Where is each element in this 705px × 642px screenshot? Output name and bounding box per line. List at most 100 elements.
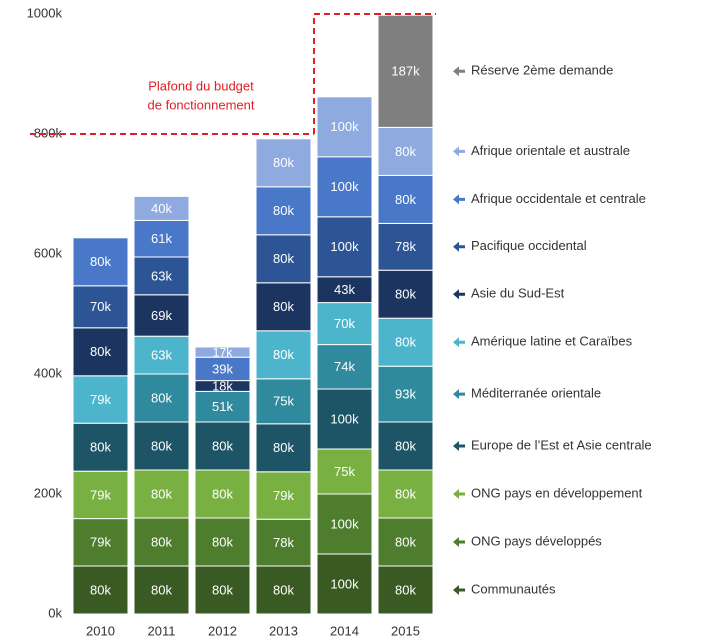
data-label: 80k (212, 582, 233, 597)
bar-segment (377, 517, 434, 567)
x-tick-label: 2011 (148, 623, 176, 638)
bar-segment (72, 518, 129, 567)
legend-label: Méditerranée orientale (471, 386, 601, 401)
bar-segment (133, 195, 190, 221)
bar-segment (255, 378, 312, 425)
data-label: 75k (273, 394, 294, 409)
data-label: 80k (395, 582, 416, 597)
y-tick-label: 800k (34, 125, 63, 140)
data-label: 63k (151, 348, 172, 363)
y-tick-label: 400k (34, 365, 63, 380)
bar-segment (377, 269, 434, 319)
x-tick-label: 2010 (86, 623, 115, 638)
data-label: 80k (151, 486, 172, 501)
bar-segment (377, 365, 434, 423)
data-label: 69k (151, 308, 172, 323)
bar-segment (72, 375, 129, 424)
data-label: 70k (90, 299, 111, 314)
legend-arrow (453, 241, 465, 252)
legend-arrow (453, 289, 465, 300)
data-label: 80k (90, 582, 111, 597)
legend-label: Europe de l’Est et Asie centrale (471, 437, 652, 452)
data-label: 79k (273, 488, 294, 503)
annotation: Plafond du budget (148, 78, 254, 93)
bar-segment (255, 565, 312, 615)
bar-segment (133, 469, 190, 519)
bar-segment (133, 517, 190, 567)
data-label: 80k (151, 582, 172, 597)
data-label: 100k (330, 411, 359, 426)
bar-segment (377, 222, 434, 271)
data-label: 79k (90, 392, 111, 407)
legend-arrow (453, 585, 465, 595)
legend-label: ONG pays développés (471, 533, 602, 548)
x-tick-label: 2014 (330, 623, 359, 638)
data-label: 100k (330, 516, 359, 531)
x-tick-label: 2012 (208, 623, 237, 638)
bar-segment (133, 373, 190, 423)
bar-segment (255, 423, 312, 473)
legend-arrow (453, 489, 465, 499)
data-label: 70k (334, 316, 355, 331)
bar-segment (194, 565, 251, 615)
data-label: 80k (273, 299, 294, 314)
annotation: de fonctionnement (148, 97, 255, 112)
data-label: 80k (212, 534, 233, 549)
bar-segment (316, 344, 373, 390)
data-label: 79k (90, 487, 111, 502)
data-label: 78k (395, 239, 416, 254)
bar-segment (194, 469, 251, 519)
data-label: 100k (330, 119, 359, 134)
data-label: 43k (334, 282, 355, 297)
y-tick-label: 0k (48, 605, 62, 620)
data-label: 100k (330, 179, 359, 194)
data-label: 80k (90, 344, 111, 359)
bar-segment (377, 421, 434, 471)
bar-segment (316, 302, 373, 346)
data-label: 80k (151, 390, 172, 405)
bar-segment (377, 126, 434, 176)
bar-segment (133, 335, 190, 375)
bar-segment (72, 285, 129, 329)
legend-arrow (453, 389, 465, 400)
bar-segment (133, 565, 190, 615)
data-label: 80k (273, 440, 294, 455)
data-label: 75k (334, 464, 355, 479)
bar-segment (72, 470, 129, 520)
bar-segment (133, 256, 190, 296)
data-label: 78k (273, 535, 294, 550)
data-label: 80k (273, 582, 294, 597)
bar-segment (72, 237, 129, 287)
data-label: 80k (395, 438, 416, 453)
y-tick-label: 1000k (27, 5, 63, 20)
bar-segment (377, 174, 434, 224)
bar-segment (316, 216, 373, 278)
data-label: 80k (212, 438, 233, 453)
bar-segment (255, 471, 312, 520)
data-label: 61k (151, 231, 172, 246)
legend-label: Amérique latine et Caraïbes (471, 334, 633, 349)
legend-arrow (453, 66, 465, 77)
legend-label: Pacifique occidental (471, 238, 587, 253)
bar-segment (377, 565, 434, 615)
data-label: 80k (395, 335, 416, 350)
legend-arrow (453, 194, 465, 205)
data-label: 40k (151, 201, 172, 216)
data-label: 18k (212, 378, 233, 393)
data-label: 80k (90, 440, 111, 455)
bar-segment (72, 327, 129, 377)
data-label: 80k (273, 347, 294, 362)
legend-label: Asie du Sud-Est (471, 286, 565, 301)
bar-segment (316, 448, 373, 495)
data-label: 80k (273, 251, 294, 266)
legend-label: Réserve 2ème demande (471, 63, 613, 78)
legend-arrow (453, 441, 465, 451)
data-label: 51k (212, 399, 233, 414)
bar-segment (316, 493, 373, 555)
bar-segment (316, 276, 373, 304)
bar-segment (255, 330, 312, 380)
y-tick-label: 600k (34, 245, 63, 260)
legend-arrow (453, 146, 465, 157)
data-label: 80k (395, 287, 416, 302)
